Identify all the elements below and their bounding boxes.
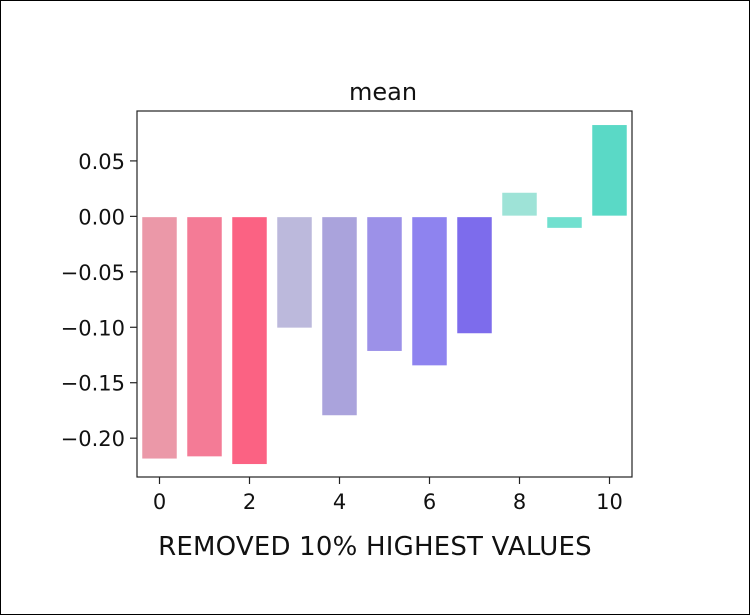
chart-title: mean — [349, 78, 417, 106]
bar-2 — [230, 215, 269, 466]
bar-3 — [275, 215, 314, 330]
y-tick-label: 0.05 — [78, 150, 125, 174]
x-axis: 0 2 4 6 8 10 — [153, 477, 623, 514]
x-tick-label: 0 — [153, 490, 166, 514]
x-tick-label: 4 — [333, 490, 346, 514]
bar-1 — [185, 215, 224, 458]
y-axis: 0.05 0.00 −0.05 −0.10 −0.15 −0.20 — [61, 150, 137, 451]
bar-6 — [410, 215, 449, 367]
bar-9 — [545, 215, 584, 230]
bar-5 — [365, 215, 404, 353]
bar-7 — [455, 215, 494, 335]
bar-10 — [590, 123, 629, 218]
y-tick-label: 0.00 — [78, 205, 125, 229]
plot-area-frame — [136, 110, 633, 478]
bars-group — [140, 123, 629, 466]
bar-4 — [320, 215, 359, 417]
bar-0 — [140, 215, 179, 461]
x-axis-label: REMOVED 10% HIGHEST VALUES — [158, 532, 592, 562]
y-tick-label: −0.05 — [61, 261, 125, 285]
x-tick-label: 10 — [596, 490, 623, 514]
x-tick-label: 6 — [423, 490, 436, 514]
y-tick-label: −0.15 — [61, 372, 125, 396]
y-tick-label: −0.10 — [61, 316, 125, 340]
x-tick-label: 2 — [243, 490, 256, 514]
y-tick-label: −0.20 — [61, 427, 125, 451]
x-tick-label: 8 — [513, 490, 526, 514]
bar-8 — [500, 191, 539, 218]
